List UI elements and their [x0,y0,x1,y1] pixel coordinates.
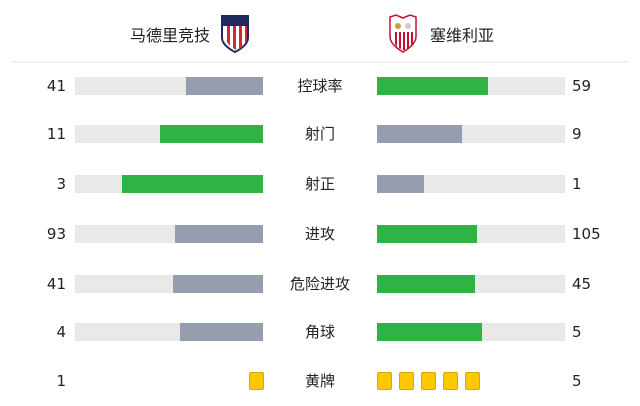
stat-row-yellow-cards: 1 黄牌 5 [0,369,640,393]
away-bar-track [377,125,565,143]
away-value: 1 [572,175,582,193]
away-bar-fill [377,125,462,143]
stat-row: 41 危险进攻 45 [0,272,640,296]
stat-row: 4 角球 5 [0,320,640,344]
yellow-card-icon [377,372,392,390]
home-yellow-cards [249,372,264,390]
home-bar-track [75,275,263,293]
stat-row: 41 控球率 59 [0,74,640,98]
stat-row: 93 进攻 105 [0,222,640,246]
away-bar-track [377,275,565,293]
home-bar-track [75,125,263,143]
away-value: 59 [572,77,592,95]
stat-label: 射门 [304,125,335,143]
home-bar-fill [180,323,263,341]
home-value: 3 [56,175,66,193]
away-bar-fill [377,175,424,193]
home-value: 41 [46,77,66,95]
home-value: 4 [56,323,66,341]
away-value: 9 [572,125,582,143]
yellow-card-icon [399,372,414,390]
home-bar-track [75,175,263,193]
home-value: 93 [46,225,66,243]
away-bar-fill [377,225,477,243]
away-value: 5 [572,372,582,390]
home-bar-track [75,225,263,243]
away-bar-fill [377,275,475,293]
away-team-name: 塞维利亚 [430,26,495,45]
home-team: 马德里竞技 [130,14,250,54]
stat-label: 进攻 [304,225,335,243]
away-value: 45 [572,275,592,293]
sevilla-crest-icon [389,14,417,53]
away-team: 塞维利亚 [388,14,494,54]
home-bar-track [75,323,263,341]
away-bar-track [377,323,565,341]
yellow-card-icon [443,372,458,390]
stat-label: 黄牌 [304,372,335,390]
away-yellow-cards [377,372,480,390]
away-bar-track [377,175,565,193]
away-bar-track [377,225,565,243]
yellow-card-icon [421,372,436,390]
home-bar-fill [172,275,263,293]
home-value: 41 [46,275,66,293]
home-team-name: 马德里竞技 [130,26,211,45]
stat-label: 射正 [304,175,335,193]
home-bar-fill [174,225,263,243]
stat-row: 11 射门 9 [0,122,640,146]
home-bar-track [75,77,263,95]
away-value: 5 [572,323,582,341]
stat-label: 角球 [304,323,335,341]
home-value: 11 [46,125,66,143]
away-bar-track [377,77,565,95]
yellow-card-icon [249,372,264,390]
home-value: 1 [56,372,66,390]
away-bar-fill [377,77,488,95]
home-bar-fill [185,77,263,95]
home-bar-fill [159,125,263,143]
stat-row: 3 射正 1 [0,172,640,196]
away-bar-fill [377,323,483,341]
stat-label: 控球率 [297,77,343,95]
stat-label: 危险进攻 [289,275,350,293]
home-bar-fill [122,175,263,193]
header-divider [12,61,628,63]
atletico-crest-icon [221,15,250,54]
yellow-card-icon [465,372,480,390]
away-value: 105 [572,225,601,243]
